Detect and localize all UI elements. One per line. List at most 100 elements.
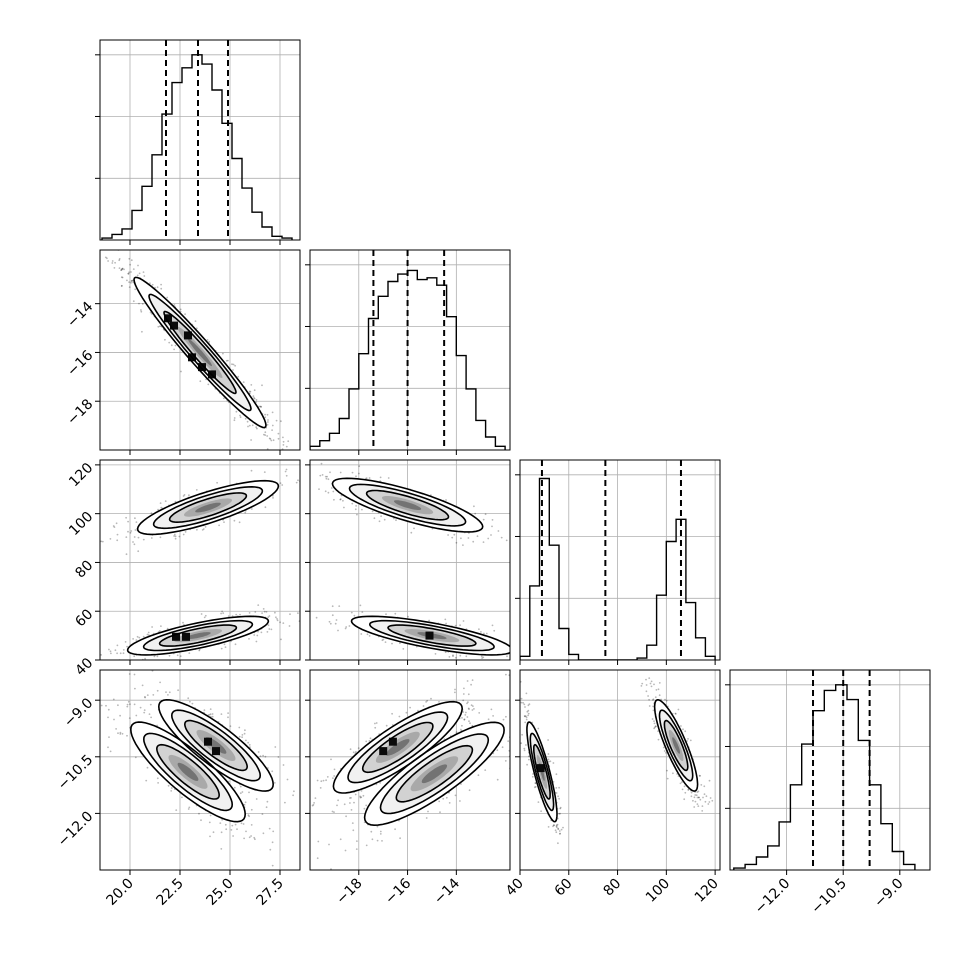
scatter-point (465, 711, 467, 714)
scatter-point (342, 499, 344, 502)
scatter-point (379, 830, 382, 833)
scatter-point (282, 436, 284, 439)
scatter-point (127, 272, 130, 275)
density-level-4 (195, 502, 221, 513)
scatter-point (531, 658, 533, 660)
scatter-point (227, 716, 229, 719)
scatter-point (335, 619, 338, 621)
scatter-point (260, 406, 262, 408)
scatter-point (407, 615, 409, 618)
scatter-point (417, 709, 419, 712)
scatter-point (254, 611, 257, 613)
scatter-point (253, 389, 256, 392)
scatter-point (107, 260, 109, 262)
scatter-point (356, 513, 358, 516)
scatter-point (183, 494, 186, 496)
scatter-point (428, 619, 430, 622)
scatter-point (534, 657, 536, 659)
scatter-point (505, 539, 508, 542)
scatter-point (467, 707, 470, 710)
scatter-point (130, 281, 132, 284)
scatter-point (248, 612, 251, 614)
density-peak (388, 737, 397, 746)
scatter-point (459, 624, 461, 627)
scatter-point (526, 753, 528, 755)
scatter-point (522, 702, 525, 704)
scatter-point (168, 691, 171, 694)
scatter-point (285, 468, 288, 471)
x-tick-label: −14 (431, 875, 463, 907)
scatter-point (189, 700, 191, 703)
scatter-point (470, 704, 473, 707)
scatter-point (131, 279, 133, 282)
scatter-point (473, 708, 475, 710)
scatter-point (460, 728, 462, 731)
scatter-point (493, 629, 496, 632)
scatter-point (547, 760, 550, 763)
scatter-point (101, 540, 104, 543)
scatter-point (111, 260, 114, 262)
scatter-point (559, 832, 561, 835)
scatter-point (527, 712, 530, 715)
scatter-point (130, 259, 133, 262)
scatter-point (105, 704, 107, 707)
scatter-point (374, 726, 377, 729)
scatter-point (245, 739, 247, 742)
scatter-point (325, 779, 327, 782)
scatter-point (208, 340, 211, 343)
contour-line-2 (168, 492, 248, 524)
density-level-4 (188, 338, 212, 367)
scatter-point (184, 531, 187, 533)
scatter-point (118, 258, 121, 260)
panel-r0-c0 (95, 39, 301, 245)
scatter-point (355, 848, 358, 850)
scatter-point (312, 462, 314, 464)
scatter-point (128, 717, 131, 719)
scatter-point (250, 808, 253, 811)
scatter-point (194, 320, 197, 322)
scatter-point (137, 264, 139, 267)
scatter-point (350, 611, 353, 614)
scatter-point (523, 749, 526, 752)
scatter-point (387, 477, 390, 479)
scatter-point (378, 520, 381, 523)
scatter-point (248, 638, 250, 640)
scatter-point (409, 706, 411, 709)
scatter-point (260, 405, 262, 408)
scatter-point (239, 414, 241, 417)
scatter-point (512, 532, 514, 534)
scatter-point (134, 517, 136, 520)
y-tick-label: 40 (72, 655, 96, 679)
scatter-point (133, 703, 136, 706)
scatter-point (267, 616, 270, 619)
scatter-point (128, 281, 131, 283)
scatter-point (305, 606, 307, 608)
scatter-point (376, 825, 379, 828)
scatter-point (333, 775, 336, 777)
scatter-point (261, 813, 264, 815)
scatter-point (463, 718, 466, 721)
y-tick-label: 60 (72, 606, 96, 630)
scatter-point (174, 344, 177, 347)
scatter-point (343, 506, 345, 509)
scatter-point (282, 444, 285, 446)
scatter-point (236, 828, 238, 831)
scatter-point (529, 705, 531, 707)
scatter-point (425, 817, 428, 819)
pair-content (311, 673, 531, 870)
scatter-point (203, 616, 206, 619)
scatter-point (232, 369, 234, 371)
scatter-point (405, 711, 408, 714)
density-peak (198, 363, 206, 372)
scatter-point (206, 339, 209, 341)
scatter-point (130, 530, 133, 532)
scatter-point (490, 534, 492, 536)
scatter-point (394, 612, 397, 615)
scatter-point (128, 271, 131, 274)
scatter-point (533, 786, 536, 789)
density-peak (204, 737, 212, 746)
scatter-point (225, 359, 228, 362)
scatter-point (466, 716, 469, 718)
contour-line-2 (361, 721, 434, 774)
scatter-point (246, 420, 249, 423)
